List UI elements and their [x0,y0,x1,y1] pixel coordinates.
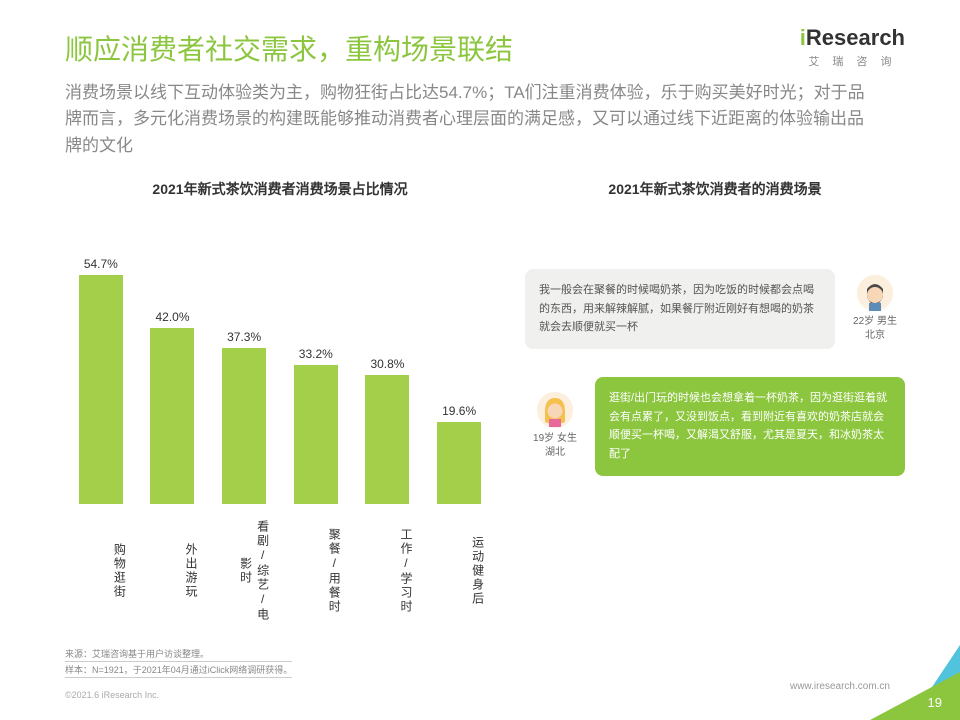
avatar-male-icon [857,275,893,311]
bar-value-label: 33.2% [299,347,333,361]
x-axis-labels: 购物逛街外出游玩看剧/综艺/电影时聚餐/用餐时工作/学习时运动健身后 [65,516,495,626]
persona: 22岁 男生北京 [845,275,905,343]
persona-label: 19岁 女生湖北 [533,432,577,460]
bar-group: 37.3% [217,330,272,504]
right-title: 2021年新式茶饮消费者的消费场景 [525,179,905,199]
bar-value-label: 37.3% [227,330,261,344]
x-label: 看剧/综艺/电影时 [217,516,272,626]
footnotes: 来源：艾瑞咨询基于用户访谈整理。 样本：N=1921，于2021年04月通过iC… [65,646,292,678]
page-number: 19 [928,695,942,710]
x-label: 工作/学习时 [360,516,415,626]
x-label: 购物逛街 [73,516,128,626]
quote-row: 我一般会在聚餐的时候喝奶茶，因为吃饭的时候都会点喝的东西，用来解辣解腻，如果餐厅… [525,269,905,349]
chart-title: 2021年新式茶饮消费者消费场景占比情况 [65,179,495,199]
bar-group: 54.7% [73,257,128,504]
bar-group: 42.0% [145,310,200,504]
brand-logo: iResearch 艾 瑞 咨 询 [800,25,905,69]
x-label: 运动健身后 [432,516,487,626]
quotes-panel: 2021年新式茶饮消费者的消费场景 我一般会在聚餐的时候喝奶茶，因为吃饭的时候都… [525,179,905,626]
bar [150,328,194,504]
bar-group: 19.6% [432,404,487,504]
quote-row: 19岁 女生湖北逛街/出门玩的时候也会想拿着一杯奶茶，因为逛街逛着就会有点累了，… [525,377,905,476]
logo-sub: 艾 瑞 咨 询 [800,53,905,69]
bar-group: 30.8% [360,357,415,504]
logo-text: Research [806,25,905,50]
bar [79,275,123,504]
bar [365,375,409,504]
x-label: 外出游玩 [145,516,200,626]
bar [437,422,481,504]
page-title: 顺应消费者社交需求，重构场景联结 [65,28,905,68]
bar [294,365,338,504]
note-sample: 样本：N=1921，于2021年04月通过iClick网络调研获得。 [65,662,292,678]
bar-chart: 54.7% 42.0% 37.3% 33.2% 30.8% 19.6% [65,244,495,504]
bar [222,348,266,504]
bar-value-label: 42.0% [155,310,189,324]
corner-accent-green [870,672,960,720]
copyright: ©2021.6 iResearch Inc. [65,690,159,700]
bar-value-label: 19.6% [442,404,476,418]
x-label: 聚餐/用餐时 [288,516,343,626]
quote-bubble: 我一般会在聚餐的时候喝奶茶，因为吃饭的时候都会点喝的东西，用来解辣解腻，如果餐厅… [525,269,835,349]
bar-value-label: 30.8% [370,357,404,371]
persona: 19岁 女生湖北 [525,392,585,460]
persona-label: 22岁 男生北京 [853,315,897,343]
avatar-female-icon [537,392,573,428]
note-source: 来源：艾瑞咨询基于用户访谈整理。 [65,646,292,662]
chart-panel: 2021年新式茶饮消费者消费场景占比情况 54.7% 42.0% 37.3% 33.2… [65,179,495,626]
bar-group: 33.2% [288,347,343,504]
bar-value-label: 54.7% [84,257,118,271]
page-subtitle: 消费场景以线下互动体验类为主，购物狂街占比达54.7%；TA们注重消费体验，乐于… [65,80,875,159]
quote-bubble: 逛街/出门玩的时候也会想拿着一杯奶茶，因为逛街逛着就会有点累了，又没到饭点，看到… [595,377,905,476]
